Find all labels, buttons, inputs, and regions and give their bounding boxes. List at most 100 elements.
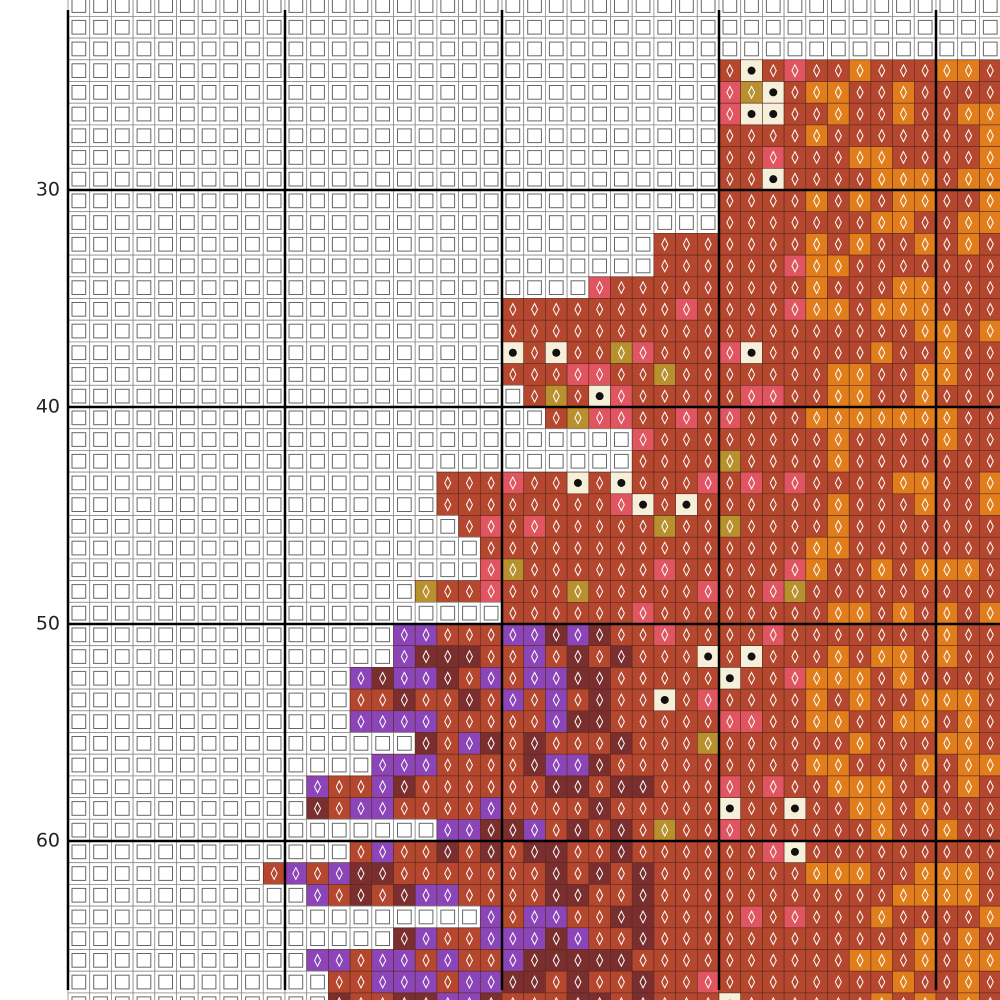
cell-symbol — [400, 693, 408, 707]
stitch-cell — [414, 732, 438, 755]
stitch-cell — [631, 601, 655, 625]
stitch-cell — [827, 732, 850, 755]
cell-symbol — [899, 432, 908, 447]
stitch-cell — [501, 818, 525, 842]
stitch-cell — [479, 732, 503, 755]
stitch-cell — [892, 797, 915, 820]
cell-symbol — [530, 844, 539, 859]
cell-symbol — [465, 866, 474, 881]
cell-symbol — [158, 432, 174, 447]
cell-symbol — [964, 671, 973, 686]
cell-symbol — [440, 85, 456, 100]
stitch-cell — [653, 341, 676, 364]
cell-symbol — [375, 562, 390, 578]
stitch-cell — [805, 276, 828, 299]
cell-symbol — [245, 562, 260, 578]
cell-symbol — [682, 627, 691, 642]
cell-symbol — [856, 975, 864, 989]
cell-symbol — [704, 953, 712, 968]
stitch-cell — [957, 775, 980, 798]
cell-symbol — [943, 237, 951, 252]
cell-symbol — [353, 605, 369, 621]
stitch-cell — [566, 862, 590, 885]
cell-symbol — [288, 432, 304, 447]
cell-symbol — [570, 280, 586, 295]
cell-symbol — [747, 410, 756, 425]
cell-symbol — [444, 801, 452, 816]
cell-symbol — [483, 236, 499, 252]
stitch-cell — [957, 406, 980, 430]
cell-symbol — [834, 519, 842, 534]
cell-symbol — [158, 0, 174, 13]
cell-symbol — [418, 388, 434, 404]
cell-symbol — [93, 171, 108, 187]
cell-symbol — [986, 866, 994, 881]
cell-symbol — [552, 736, 560, 751]
stitch-cell — [566, 341, 590, 364]
stitch-cell — [479, 927, 503, 950]
cell-symbol — [986, 888, 994, 903]
stitch-cell — [783, 233, 807, 256]
cell-symbol — [878, 259, 886, 273]
cell-symbol — [397, 540, 412, 556]
cell-symbol — [201, 757, 217, 773]
stitch-cell — [653, 840, 676, 864]
stitch-cell — [935, 406, 959, 430]
stitch-cell — [805, 753, 828, 777]
cell-symbol — [397, 388, 412, 404]
stitch-cell — [957, 298, 980, 321]
cell-symbol — [964, 345, 973, 360]
cell-symbol — [813, 801, 821, 816]
cell-symbol — [878, 389, 886, 404]
stitch-cell — [696, 406, 720, 430]
cell-symbol — [71, 193, 87, 209]
cell-symbol — [505, 0, 521, 13]
stitch-cell — [610, 558, 633, 581]
cell-symbol — [679, 63, 694, 78]
stitch-cell — [501, 710, 525, 733]
cell-symbol — [114, 41, 130, 57]
cell-symbol — [592, 258, 607, 274]
stitch-cell — [718, 406, 742, 430]
stitch-cell — [653, 601, 676, 625]
stitch-cell — [718, 732, 742, 755]
cell-symbol — [682, 910, 691, 924]
cell-symbol — [813, 541, 821, 555]
cell-symbol — [444, 671, 452, 686]
cell-symbol — [552, 714, 560, 729]
stitch-cell — [631, 450, 655, 473]
cell-symbol — [465, 497, 474, 512]
stitch-cell — [848, 233, 872, 256]
cell-symbol — [899, 584, 908, 599]
cell-symbol — [986, 671, 994, 686]
cell-symbol — [856, 128, 864, 143]
cell-symbol — [834, 541, 842, 555]
stitch-cell — [436, 645, 459, 668]
cell-symbol — [813, 888, 821, 903]
cell-symbol — [335, 953, 343, 968]
stitch-cell — [675, 450, 698, 473]
cell-symbol — [375, 931, 390, 946]
cell-symbol — [964, 975, 973, 989]
cell-symbol — [71, 215, 87, 230]
cell-symbol — [682, 606, 691, 621]
cell-symbol — [657, 106, 673, 122]
cell-symbol — [379, 801, 387, 816]
cell-symbol — [682, 844, 691, 859]
stitch-cell — [805, 254, 828, 278]
cell-symbol — [353, 0, 369, 13]
cell-symbol — [726, 454, 734, 469]
cell-symbol — [747, 562, 756, 577]
cell-symbol — [834, 302, 842, 317]
stitch-cell — [979, 81, 1000, 104]
cell-symbol — [288, 605, 304, 621]
cell-symbol — [548, 0, 564, 13]
cell-symbol — [201, 345, 217, 361]
cell-symbol — [596, 975, 604, 989]
stitch-cell — [414, 623, 438, 647]
stitch-cell — [523, 298, 546, 321]
cell-symbol — [747, 193, 756, 208]
stitch-cell — [892, 601, 915, 625]
stitch-cell — [783, 189, 807, 213]
cell-symbol — [769, 150, 777, 165]
